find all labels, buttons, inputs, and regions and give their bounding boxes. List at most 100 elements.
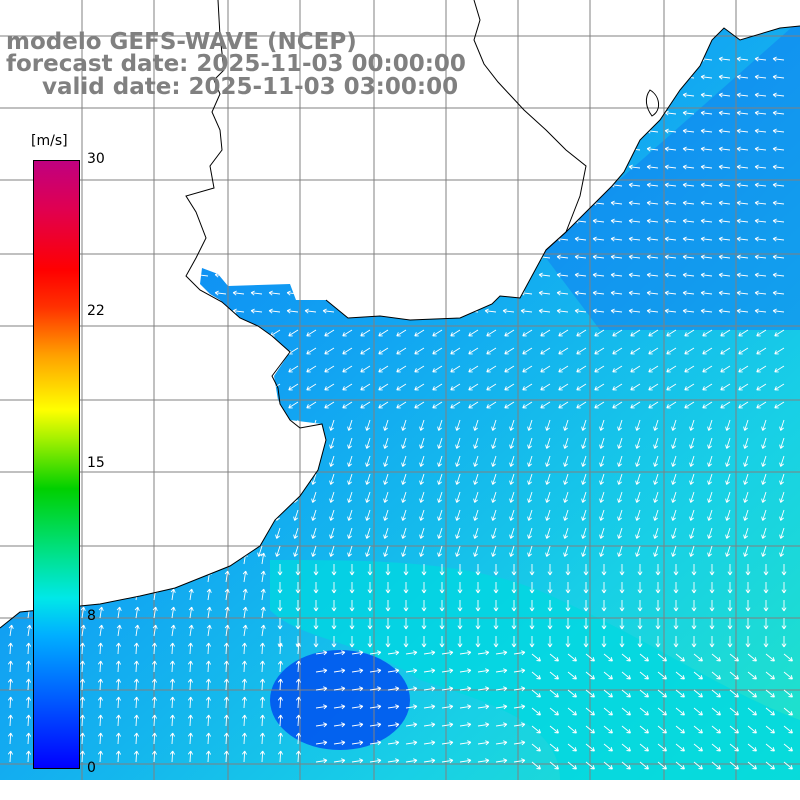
wind-arrow (439, 564, 445, 576)
wind-arrow (628, 308, 641, 314)
wind-arrow (126, 401, 137, 409)
wind-arrow (455, 545, 461, 557)
wind-arrow (430, 272, 443, 278)
wind-arrow (288, 329, 299, 337)
wind-arrow (657, 707, 667, 716)
wind-arrow (729, 725, 739, 734)
wind-arrow (360, 401, 371, 409)
wind-arrow (448, 254, 461, 260)
wind-arrow (367, 582, 373, 594)
wind-arrow (736, 218, 749, 224)
wind-arrow (511, 582, 517, 594)
wind-arrow (671, 491, 677, 503)
wind-arrow (232, 290, 245, 296)
wind-arrow (394, 146, 407, 152)
wind-arrow (576, 329, 587, 337)
wind-arrow (637, 564, 643, 576)
wind-arrow (313, 618, 319, 630)
wind-arrow (250, 182, 263, 188)
wind-arrow (80, 624, 86, 637)
wind-arrow (124, 236, 137, 242)
wind-arrow (16, 146, 29, 152)
wind-arrow (718, 290, 731, 296)
wind-arrow (700, 110, 713, 116)
wind-arrow (360, 383, 371, 391)
wind-arrow (754, 74, 767, 80)
wind-arrow (772, 290, 785, 296)
wind-arrow (689, 455, 695, 467)
wind-arrow (419, 491, 425, 503)
wind-arrow (79, 750, 85, 763)
wind-arrow (358, 128, 371, 134)
wind-arrow (106, 128, 119, 134)
wind-arrow (504, 365, 515, 373)
wind-arrow (504, 383, 515, 391)
wind-arrow (671, 455, 677, 467)
wind-arrow (351, 686, 364, 692)
wind-arrow (203, 473, 209, 485)
wind-arrow (612, 401, 623, 409)
wind-arrow (538, 92, 551, 98)
wind-arrow (23, 419, 29, 431)
wind-arrow (16, 182, 29, 188)
wind-arrow (70, 128, 83, 134)
wind-arrow (664, 128, 677, 134)
wind-arrow (242, 570, 248, 583)
wind-arrow (617, 545, 623, 557)
wind-arrow (745, 636, 751, 648)
wind-arrow (387, 704, 400, 710)
wind-arrow (574, 272, 587, 278)
wind-arrow (124, 146, 137, 152)
wind-arrow (556, 272, 569, 278)
wind-arrow (376, 236, 389, 242)
wind-arrow (437, 527, 443, 539)
wind-arrow (682, 182, 695, 188)
wind-arrow (783, 743, 793, 752)
wind-arrow (711, 707, 721, 716)
wind-arrow (198, 329, 209, 337)
wind-arrow (558, 365, 569, 373)
wind-arrow (340, 272, 353, 278)
wind-arrow (682, 236, 695, 242)
wind-arrow (430, 110, 443, 116)
wind-arrow (170, 606, 176, 619)
wind-arrow (610, 146, 623, 152)
wind-arrow (214, 110, 227, 116)
wind-arrow (538, 272, 551, 278)
wind-arrow (567, 671, 577, 680)
wind-arrow (779, 509, 785, 521)
wind-arrow (603, 671, 613, 680)
wind-arrow (700, 308, 713, 314)
wind-arrow (567, 725, 577, 734)
wind-arrow (743, 509, 749, 521)
wind-arrow (142, 236, 155, 242)
wind-arrow (682, 308, 695, 314)
wind-arrow (315, 686, 328, 692)
wind-arrow (693, 761, 703, 770)
wind-arrow (0, 347, 11, 355)
wind-arrow (711, 743, 721, 752)
wind-arrow (203, 509, 209, 521)
wind-arrow (365, 437, 371, 449)
wind-arrow (333, 758, 346, 764)
wind-arrow (124, 128, 137, 134)
wind-arrow (495, 686, 508, 692)
wind-arrow (486, 401, 497, 409)
wind-arrow (277, 582, 283, 594)
wind-arrow (331, 600, 337, 612)
wind-arrow (347, 455, 353, 467)
wind-arrow (491, 545, 497, 557)
wind-arrow (250, 272, 263, 278)
wind-arrow (700, 92, 713, 98)
wind-arrow (178, 110, 191, 116)
wind-arrow (783, 725, 793, 734)
wind-arrow (149, 545, 155, 557)
wind-arrow (95, 545, 101, 557)
wind-arrow (646, 254, 659, 260)
wind-arrow (477, 686, 490, 692)
wind-arrow (689, 509, 695, 521)
wind-arrow (504, 347, 515, 355)
wind-arrow (574, 254, 587, 260)
wind-arrow (311, 437, 317, 449)
wind-arrow (358, 200, 371, 206)
